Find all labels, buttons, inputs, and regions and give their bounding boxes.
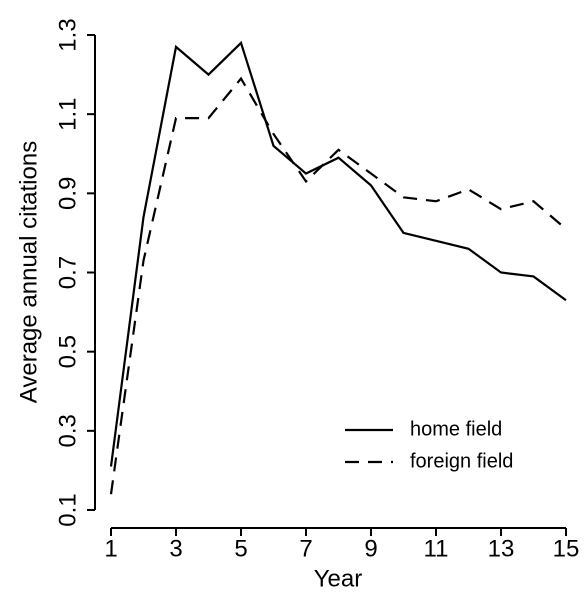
x-tick-label: 3 bbox=[169, 535, 182, 562]
series-line bbox=[109, 76, 567, 495]
x-tick-label: 7 bbox=[299, 535, 312, 562]
x-tick-label: 1 bbox=[104, 535, 117, 562]
y-tick-label: 0.9 bbox=[54, 177, 81, 210]
y-tick-label: 0.1 bbox=[54, 493, 81, 526]
x-tick-label: 13 bbox=[488, 535, 515, 562]
y-tick-label: 1.3 bbox=[54, 18, 81, 51]
series-line bbox=[109, 40, 567, 467]
x-tick-label: 9 bbox=[364, 535, 377, 562]
x-tick-label: 5 bbox=[234, 535, 247, 562]
x-axis-label: Year bbox=[314, 565, 363, 592]
legend-label: home field bbox=[410, 418, 502, 440]
legend-label: foreign field bbox=[410, 450, 513, 472]
y-tick-label: 1.1 bbox=[54, 97, 81, 130]
y-axis-label: Average annual citations bbox=[15, 141, 42, 403]
y-tick-label: 0.7 bbox=[54, 256, 81, 289]
x-tick-label: 15 bbox=[553, 535, 580, 562]
y-tick-label: 0.5 bbox=[54, 335, 81, 368]
x-tick-label: 11 bbox=[424, 535, 449, 562]
y-tick-label: 0.3 bbox=[54, 414, 81, 447]
